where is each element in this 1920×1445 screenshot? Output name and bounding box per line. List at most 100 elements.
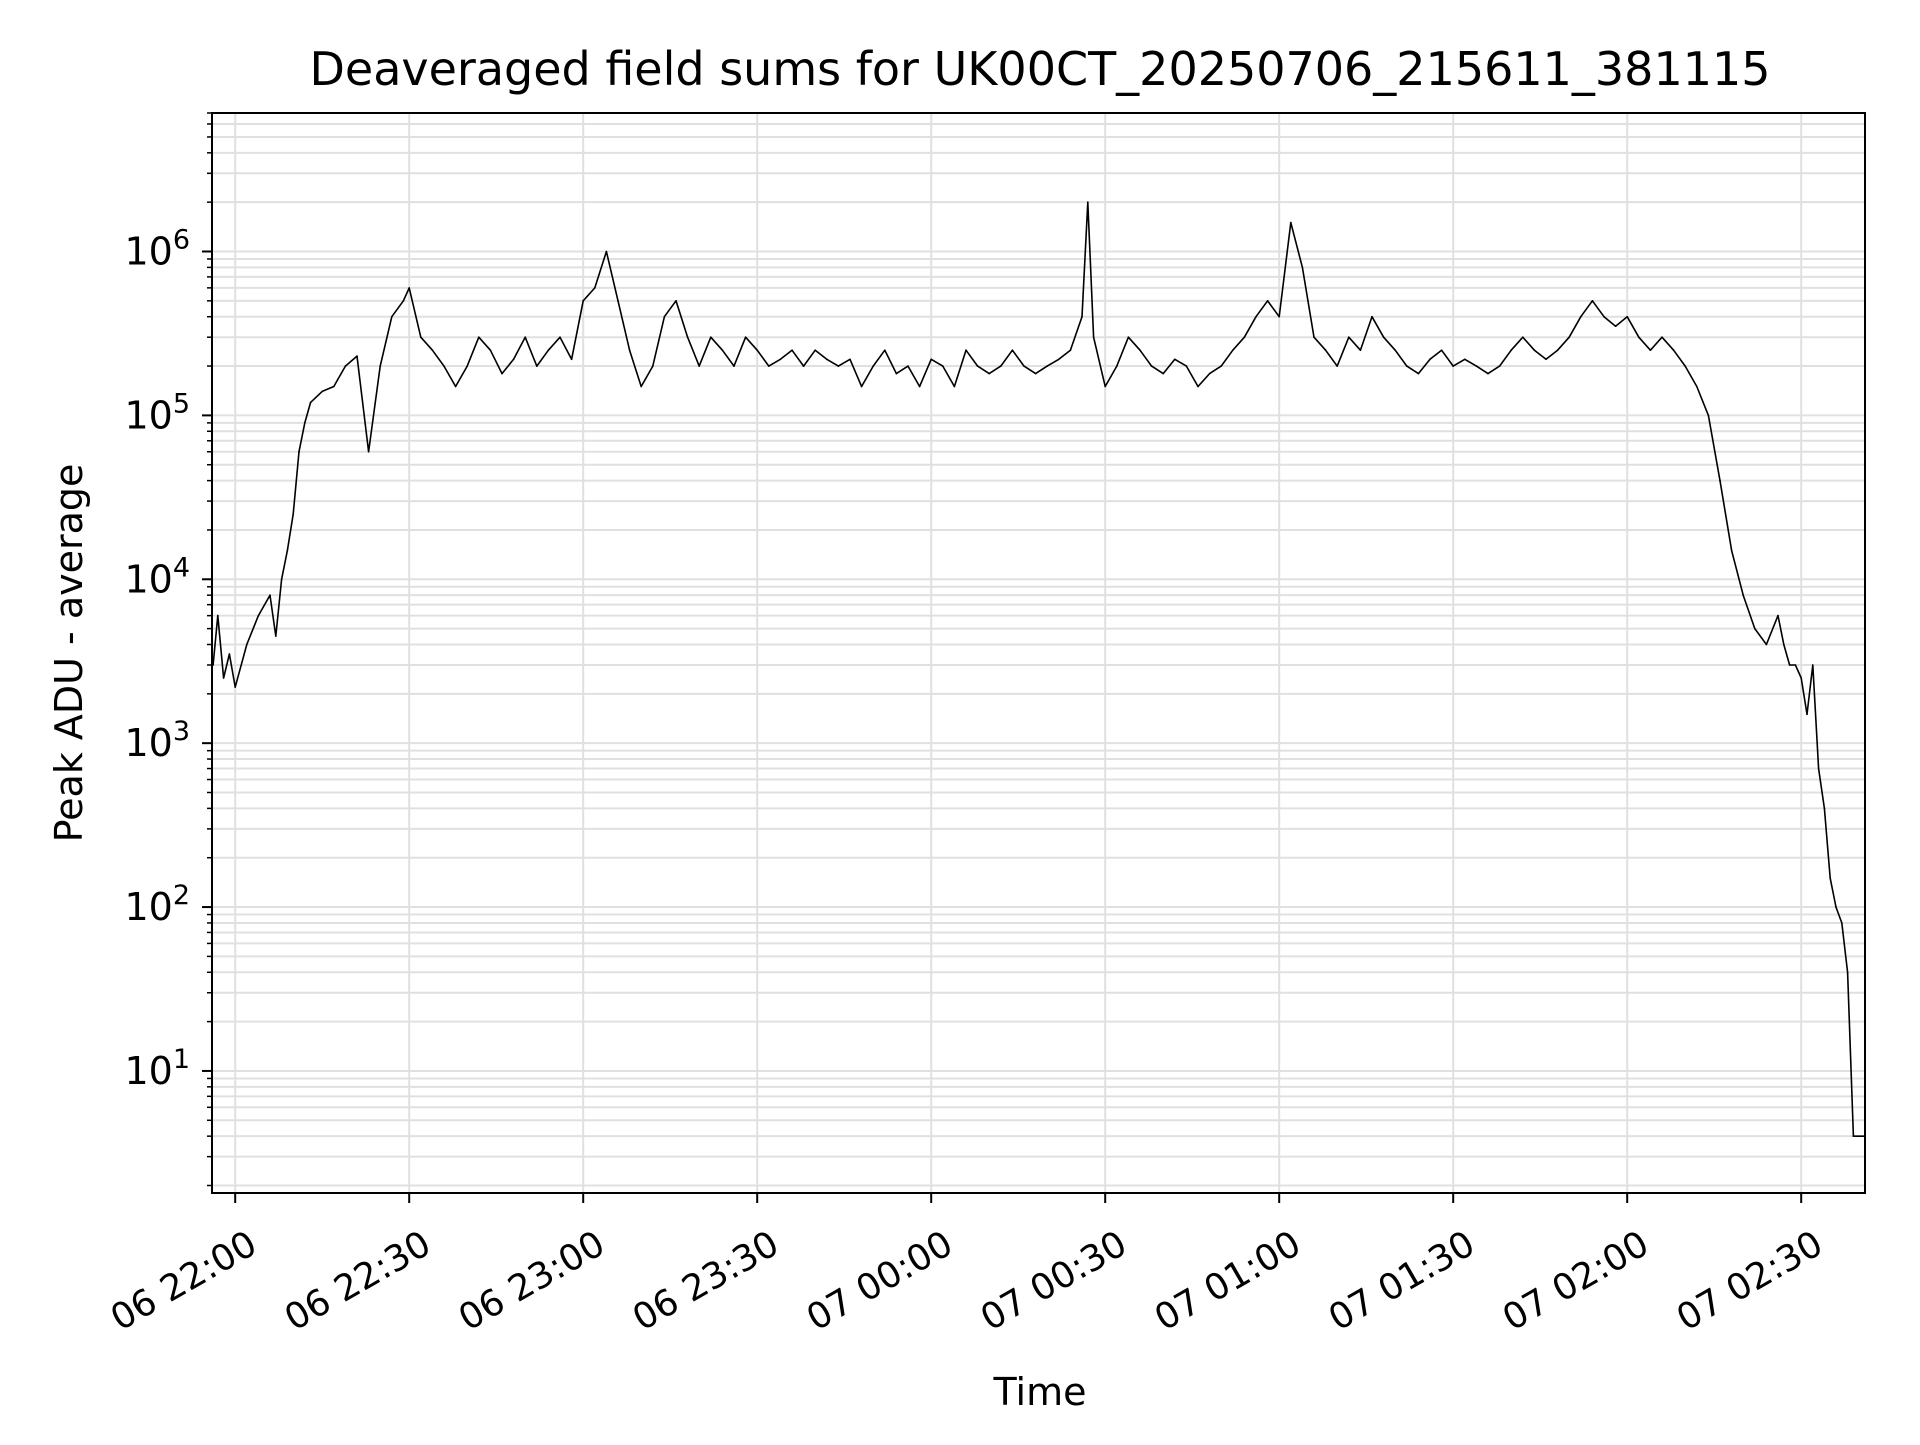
data-point (292, 513, 295, 515)
data-point (298, 450, 300, 453)
data-point (1783, 643, 1785, 646)
data-point (321, 390, 324, 393)
y-tick-label: 105 (124, 388, 190, 437)
data-point (1104, 385, 1106, 388)
data-point (402, 300, 405, 302)
data-point (1011, 349, 1014, 352)
data-point (570, 358, 573, 361)
y-tick-base: 10 (124, 393, 172, 437)
y-tick-label: 104 (124, 552, 190, 601)
data-point (1754, 627, 1756, 630)
data-point (652, 365, 654, 367)
data-point (791, 349, 793, 352)
data-point (1672, 349, 1675, 352)
y-tick-exponent: 1 (173, 1044, 190, 1075)
data-point (1719, 479, 1721, 482)
y-tick-exponent: 4 (173, 552, 190, 583)
data-point (1707, 414, 1710, 417)
data-point (826, 358, 828, 361)
data-point (953, 385, 956, 388)
data-point (1000, 365, 1002, 367)
data-point (1684, 365, 1686, 367)
data-point (1829, 877, 1831, 879)
data-point (1087, 201, 1089, 203)
data-point (536, 365, 538, 367)
data-point (976, 365, 979, 367)
data-point (1266, 300, 1269, 302)
data-point (1806, 713, 1808, 716)
plot-frame (211, 112, 1866, 1194)
data-point (246, 643, 248, 646)
x-axis-label: Time (993, 1370, 1087, 1414)
data-point (1348, 336, 1350, 339)
data-point (1197, 385, 1199, 388)
data-point (559, 336, 561, 339)
data-point (333, 385, 335, 388)
y-tick-label: 106 (124, 225, 190, 274)
data-point (605, 250, 608, 253)
grid (212, 112, 1865, 1193)
data-point (1185, 365, 1188, 367)
data-point (768, 365, 770, 367)
data-point (547, 349, 550, 352)
data-point (1127, 336, 1130, 339)
data-point (1846, 971, 1849, 974)
data-point (918, 385, 921, 388)
data-point (1301, 266, 1304, 269)
data-point (930, 358, 932, 361)
data-point (1696, 385, 1698, 388)
y-tick-label: 103 (124, 716, 190, 765)
data-point (1232, 349, 1234, 352)
y-tick-exponent: 2 (173, 880, 190, 911)
data-point (1208, 372, 1211, 375)
y-tick-exponent: 3 (173, 716, 190, 747)
data-point (234, 686, 236, 688)
series-line (212, 201, 1865, 1137)
data-point (391, 315, 393, 318)
data-point (1452, 365, 1454, 367)
data-point (1023, 365, 1025, 367)
data-point (257, 614, 260, 617)
data-point (1823, 807, 1826, 810)
data-point (1788, 664, 1791, 666)
data-point (1498, 365, 1501, 367)
data-point (1661, 336, 1663, 339)
data-point (698, 365, 700, 367)
data-point (489, 349, 492, 352)
data-point (1475, 365, 1478, 367)
data-point (1069, 349, 1072, 352)
data-point (1324, 349, 1327, 352)
y-tick-base: 10 (124, 885, 172, 929)
data-point (454, 385, 457, 388)
data-point (431, 349, 434, 352)
data-point (733, 365, 735, 367)
data-point (408, 287, 411, 289)
data-point (779, 358, 782, 361)
y-tick-base: 10 (124, 1049, 172, 1093)
data-point (640, 385, 642, 388)
data-point (217, 614, 219, 617)
data-point (663, 315, 666, 318)
data-point (1510, 349, 1512, 352)
data-point (466, 365, 469, 367)
data-point (1800, 677, 1802, 679)
y-tick-label: 102 (124, 880, 190, 929)
data-point (1429, 358, 1431, 361)
data-point (1794, 664, 1797, 666)
data-point (1034, 372, 1037, 375)
data-point (1116, 365, 1118, 367)
data-point (280, 578, 283, 581)
data-point (344, 365, 347, 367)
data-point (1255, 315, 1257, 318)
data-point (420, 336, 422, 339)
data-point (1835, 906, 1837, 908)
data-point (988, 372, 990, 375)
data-point (802, 365, 805, 367)
data-point (1394, 349, 1396, 352)
data-point (1487, 372, 1489, 375)
data-point (1556, 349, 1559, 352)
data-point (872, 365, 874, 367)
data-point (1817, 767, 1820, 770)
